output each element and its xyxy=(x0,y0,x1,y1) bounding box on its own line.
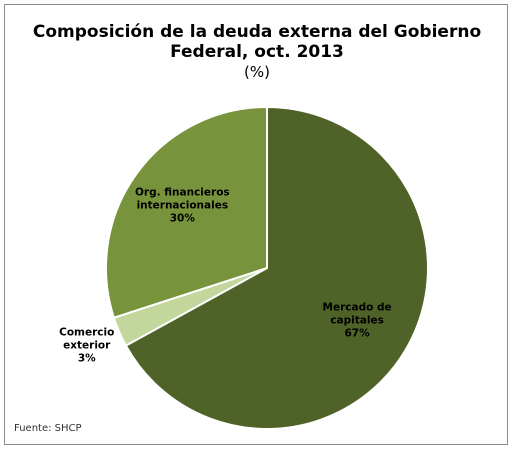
pie-slice xyxy=(105,105,268,320)
slice-value-label: 67% xyxy=(344,327,370,340)
slice-category: Mercado de capitales xyxy=(322,301,392,327)
slice-label: Comercio exterior 3% xyxy=(52,327,122,366)
source-note: Fuente: SHCP xyxy=(14,423,82,434)
slice-label: Mercado de capitales 67% xyxy=(310,302,405,341)
chart-frame xyxy=(4,4,508,445)
slice-value-label: 3% xyxy=(77,352,96,365)
slice-label: Org. financieros internacionales 30% xyxy=(135,187,230,226)
chart-subtitle: (%) xyxy=(244,63,270,81)
slice-category: Comercio exterior xyxy=(59,326,115,352)
slice-category: Org. financieros internacionales xyxy=(134,186,230,212)
pie-slice xyxy=(124,105,429,430)
slice-value-label: 30% xyxy=(169,212,195,225)
chart-title: Composición de la deuda externa del Gobi… xyxy=(32,22,482,62)
